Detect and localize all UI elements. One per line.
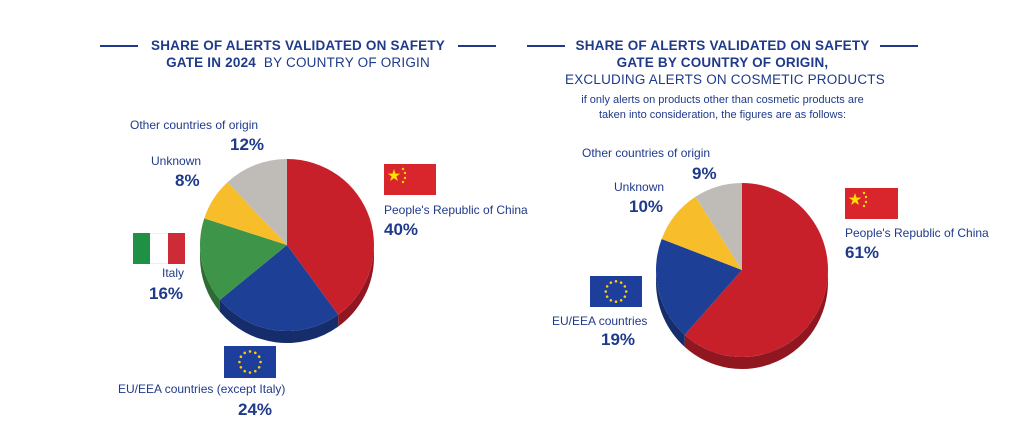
eu-stars-icon	[604, 279, 628, 304]
right-title-line-1: SHARE OF ALERTS VALIDATED ON SAFETY	[575, 38, 870, 53]
left-label-other: Other countries of origin	[130, 118, 259, 132]
left-pct-china: 40%	[384, 220, 419, 239]
eu-star	[614, 279, 618, 283]
eu-flag-left	[224, 346, 276, 378]
china-flag-right	[845, 188, 898, 219]
eu-star	[243, 369, 247, 373]
right-pie-slice-side-0	[684, 270, 828, 369]
left-pie-slice-side-1	[219, 299, 339, 343]
left-title-line-1: SHARE OF ALERTS VALIDATED ON SAFETY	[150, 38, 445, 53]
right-label-other: Other countries of origin	[582, 146, 711, 160]
eu-star	[238, 360, 241, 364]
eu-star	[259, 360, 262, 364]
eu-star	[619, 281, 623, 284]
right-pie-slice-3	[695, 183, 742, 270]
eu-star	[257, 365, 261, 369]
left-pie-slice-side-0	[338, 245, 374, 327]
left-pie-slice-2	[200, 218, 287, 300]
eu-star	[623, 285, 627, 288]
eu-star	[239, 355, 243, 359]
eu-star	[605, 285, 609, 288]
right-title-line-2: GATE BY COUNTRY OF ORIGIN,	[616, 55, 829, 70]
eu-star	[248, 371, 252, 374]
left-chart-title: SHARE OF ALERTS VALIDATED ON SAFETY GATE…	[138, 37, 458, 71]
eu-star	[623, 295, 627, 298]
left-pie-slice-1	[219, 245, 339, 332]
left-pie-slice-4	[227, 159, 287, 245]
eu-star	[614, 300, 618, 304]
right-chart-title: SHARE OF ALERTS VALIDATED ON SAFETY GATE…	[565, 37, 885, 88]
china-stars-icon	[848, 191, 868, 208]
eu-star	[619, 299, 623, 302]
left-label-unknown: Unknown	[151, 154, 202, 168]
right-title-rule-left	[527, 45, 565, 47]
left-title-rule-right	[458, 45, 496, 47]
eu-star	[248, 350, 252, 353]
right-pie-slice-0	[684, 182, 828, 357]
eu-star	[243, 351, 247, 355]
right-pct-unknown: 10%	[629, 197, 664, 216]
eu-flag-right	[590, 276, 642, 307]
left-title-line-2: GATE IN 2024	[166, 55, 256, 70]
right-pie-slice-2	[661, 196, 742, 270]
right-label-eu: EU/EEA countries	[552, 314, 648, 328]
eu-star	[609, 281, 613, 284]
right-title-rule-right	[880, 45, 918, 47]
eu-star	[624, 290, 628, 293]
left-title-regular: BY COUNTRY OF ORIGIN	[263, 55, 430, 70]
left-pct-other: 12%	[230, 135, 265, 154]
left-title-rule-left	[100, 45, 138, 47]
china-flag-left	[384, 164, 436, 195]
left-label-china: People's Republic of China	[384, 203, 528, 217]
left-label-eu: EU/EEA countries (except Italy)	[118, 382, 286, 396]
right-title-regular: EXCLUDING ALERTS ON COSMETIC PRODUCTS	[565, 72, 885, 87]
left-pie-slice-0	[287, 159, 374, 315]
right-pct-other: 9%	[692, 164, 717, 183]
eu-star	[253, 351, 257, 355]
right-note-line-1: if only alerts on products other than co…	[581, 94, 864, 106]
eu-stars-icon	[238, 350, 262, 374]
china-stars-icon	[387, 167, 407, 184]
right-label-china: People's Republic of China	[845, 226, 989, 240]
italy-flag	[133, 233, 185, 264]
eu-star	[605, 295, 609, 298]
left-pie-slice-3	[204, 182, 287, 245]
left-label-italy: Italy	[162, 266, 185, 280]
right-chart-note: if only alerts on products other than co…	[530, 93, 915, 123]
right-pie-slice-side-1	[656, 270, 685, 347]
right-note-line-2: taken into consideration, the figures ar…	[598, 109, 847, 121]
left-pct-italy: 16%	[149, 284, 184, 303]
left-pct-unknown: 8%	[175, 171, 200, 190]
eu-star	[604, 290, 608, 293]
right-pct-china: 61%	[845, 243, 880, 262]
eu-star	[253, 369, 257, 373]
eu-star	[239, 365, 243, 369]
right-pct-eu: 19%	[601, 330, 636, 349]
eu-star	[609, 299, 613, 302]
left-pct-eu: 24%	[238, 400, 273, 419]
eu-star	[257, 355, 261, 359]
left-pie-slice-side-2	[200, 245, 220, 312]
right-pie-slice-1	[656, 238, 742, 335]
right-label-unknown: Unknown	[614, 180, 665, 194]
